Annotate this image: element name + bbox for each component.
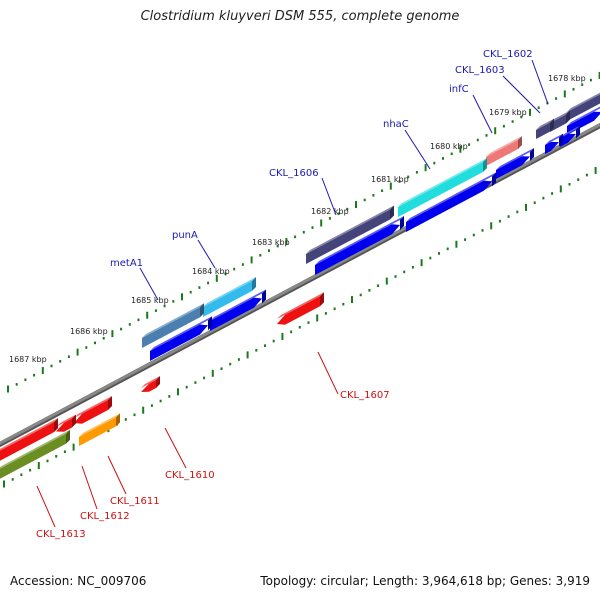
leader-line <box>36 485 56 528</box>
leader-line <box>531 59 549 105</box>
kbp-labels: 1678 kbp 1679 kbp 1680 kbp 1681 kbp 1682 kbp… <box>9 74 586 364</box>
leader-line <box>139 267 159 301</box>
map-title: Clostridium kluyveri DSM 555, complete g… <box>140 9 460 24</box>
gene-label: CKL_1612 <box>80 511 130 522</box>
gene-label: CKL_1603 <box>455 65 505 76</box>
leader-line <box>81 465 98 510</box>
gene-label: CKL_1602 <box>483 49 533 60</box>
kbp-label: 1679 kbp <box>489 108 527 117</box>
gene-label: CKL_1610 <box>165 470 215 481</box>
gene-CKL_1602 <box>567 92 600 121</box>
cds-forward <box>315 215 404 275</box>
cds-forward <box>210 289 266 331</box>
leader-line <box>317 351 339 395</box>
cds-forward <box>560 125 580 147</box>
gene-labels: CKL_1602 CKL_1603 infC nhaC CKL_1606 punA metA… <box>36 49 549 540</box>
leader-line <box>197 239 216 269</box>
topology-text: Topology: circular; Length: 3,964,618 bp… <box>260 574 590 588</box>
kbp-label: 1687 kbp <box>9 355 47 364</box>
cds-reverse <box>141 376 160 392</box>
gene-label: metA1 <box>110 258 143 269</box>
backbone-line <box>0 122 600 446</box>
genome-backbone <box>0 122 600 448</box>
gene-CKL_1606 <box>306 205 394 264</box>
kbp-label: 1681 kbp <box>371 175 409 184</box>
gene-CKL_1613 <box>0 429 70 479</box>
kbp-label: 1678 kbp <box>548 74 586 83</box>
kbp-label: 1682 kbp <box>311 207 349 216</box>
kbp-label: 1680 kbp <box>430 142 468 151</box>
gene-CKL_1603-part <box>536 118 554 139</box>
gene-label: nhaC <box>383 119 409 130</box>
accession-text: Accession: NC_009706 <box>10 574 147 588</box>
kbp-label: 1684 kbp <box>192 267 230 276</box>
leader-line <box>472 94 493 134</box>
cds-forward <box>406 172 496 232</box>
gene-metA1 <box>142 303 204 348</box>
gene-label: CKL_1607 <box>340 390 390 401</box>
scale-ticks-outer <box>7 71 600 393</box>
gene-label: CKL_1606 <box>269 168 319 179</box>
cds-forward <box>545 133 563 154</box>
leader-line <box>107 455 127 495</box>
kbp-label: 1686 kbp <box>70 327 108 336</box>
cds-reverse <box>0 418 58 461</box>
kbp-label: 1683 kbp <box>252 238 290 247</box>
gene-label: infC <box>449 84 469 95</box>
leader-line <box>502 75 541 114</box>
gene-infC <box>486 136 522 166</box>
cds-reverse <box>74 395 112 424</box>
leader-line <box>164 427 187 469</box>
leader-line <box>404 129 431 170</box>
gene-label: CKL_1613 <box>36 529 86 540</box>
cds-reverse <box>277 292 324 325</box>
cds-forward <box>150 316 212 361</box>
gene-nhaC <box>398 157 487 217</box>
cds-reverse <box>56 414 76 432</box>
gene-label: CKL_1611 <box>110 496 160 507</box>
scale-ticks-inner <box>3 166 597 488</box>
gene-label: punA <box>172 230 198 241</box>
cds-forward <box>496 147 534 179</box>
gene-punA <box>203 277 256 317</box>
gene-CKL_1611 <box>79 413 120 446</box>
leader-line <box>321 177 337 216</box>
gene-CKL_1603 <box>550 110 570 132</box>
kbp-label: 1685 kbp <box>131 296 169 305</box>
gene-features <box>0 92 600 479</box>
